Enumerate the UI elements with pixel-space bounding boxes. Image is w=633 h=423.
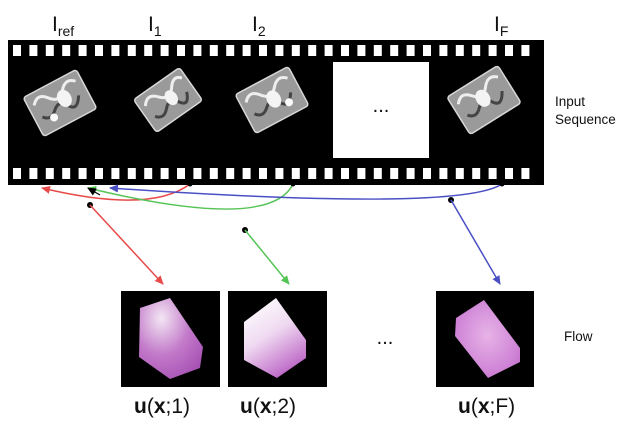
sprocket-hole: [144, 168, 153, 179]
frame-dot-2: [290, 181, 296, 187]
frame-label-1: I1: [148, 13, 162, 39]
blue-arrow-to-ref: [109, 183, 503, 200]
sprocket-hole: [95, 168, 103, 179]
sprocket-hole: [521, 45, 530, 56]
sprocket-hole: [13, 45, 21, 56]
sequence-ellipsis: ...: [373, 95, 390, 117]
flow-caption-F: u(x;F): [458, 395, 515, 418]
sprocket-hole: [62, 45, 71, 56]
sprocket-hole: [29, 168, 38, 179]
sprocket-hole: [373, 168, 382, 179]
sprocket-hole: [226, 45, 235, 56]
sprocket-hole: [13, 168, 21, 179]
flow-ellipsis: ...: [377, 327, 394, 349]
sprocket-hole: [62, 168, 71, 179]
sprocket-hole: [505, 168, 513, 179]
sprocket-hole: [341, 168, 349, 179]
frame-image-1: [134, 67, 202, 133]
sprocket-hole: [226, 168, 235, 179]
sprocket-hole: [209, 45, 218, 56]
flow-field-1: [121, 291, 220, 387]
frame-label-ref: Iref: [52, 13, 74, 39]
black-arrow-to-ref: [87, 187, 101, 196]
red-arrow-to-ref: [41, 183, 191, 201]
sprocket-hole: [439, 45, 448, 56]
sprocket-hole: [291, 45, 300, 56]
sprocket-hole: [291, 168, 300, 179]
sprocket-hole: [144, 45, 153, 56]
flow-label: Flow: [564, 329, 593, 344]
sprocket-hole: [308, 45, 317, 56]
frame-blank: ...: [333, 62, 429, 158]
sprocket-hole: [275, 168, 284, 179]
sprocket-hole: [406, 168, 415, 179]
sprocket-hole: [472, 45, 481, 56]
flow-caption-2: u(x;2): [240, 395, 296, 418]
sprocket-holes-bottom: [13, 168, 530, 179]
sprocket-hole: [439, 168, 448, 179]
sprocket-hole: [193, 168, 202, 179]
correspondence-arrows: [41, 181, 505, 285]
frame-image-2: [235, 66, 309, 134]
sprocket-hole: [390, 168, 399, 179]
sprocket-hole: [242, 168, 251, 179]
sprocket-hole: [324, 168, 333, 179]
sprocket-hole: [455, 168, 464, 179]
sprocket-hole: [29, 45, 38, 56]
sprocket-hole: [324, 45, 333, 56]
frame-image-F: [447, 65, 521, 135]
sprocket-hole: [160, 45, 169, 56]
sprocket-hole: [177, 45, 185, 56]
frame-label-F: IF: [494, 13, 508, 39]
sprocket-hole: [275, 45, 284, 56]
frame-dot-1: [187, 181, 193, 187]
sprocket-hole: [111, 168, 120, 179]
sprocket-hole: [505, 45, 513, 56]
sprocket-hole: [193, 45, 202, 56]
flow-field-2: [228, 291, 327, 387]
frame-dot-F: [499, 181, 505, 187]
input-sequence-label: Input Sequence: [555, 94, 616, 127]
green-arrow-to-flow-2: [244, 229, 290, 285]
red-arrow-to-flow-1: [89, 204, 164, 285]
sprocket-hole: [357, 45, 366, 56]
sprocket-hole: [111, 45, 120, 56]
sprocket-hole: [423, 45, 431, 56]
sprocket-hole: [45, 168, 54, 179]
sprocket-hole: [455, 45, 464, 56]
sprocket-hole: [472, 168, 481, 179]
sprocket-hole: [488, 45, 497, 56]
sprocket-hole: [242, 45, 251, 56]
sprocket-hole: [259, 45, 267, 56]
flow-field-F: [436, 291, 534, 387]
sprocket-hole: [423, 168, 431, 179]
sprocket-hole: [78, 168, 87, 179]
sprocket-hole: [160, 168, 169, 179]
sprocket-hole: [78, 45, 87, 56]
sprocket-hole: [259, 168, 267, 179]
sprocket-hole: [95, 45, 103, 56]
sprocket-hole: [373, 45, 382, 56]
sprocket-hole: [521, 168, 530, 179]
sprocket-hole: [390, 45, 399, 56]
sprocket-hole: [127, 168, 136, 179]
green-arrow-to-ref: [87, 183, 294, 210]
blue-arrow-to-flow-F: [450, 199, 501, 285]
sprocket-hole: [127, 45, 136, 56]
flow-caption-1: u(x;1): [134, 395, 190, 418]
frame-image-ref: [23, 69, 97, 137]
sprocket-hole: [177, 168, 185, 179]
frame-label-2: I2: [252, 13, 266, 39]
film-strip: [8, 40, 544, 185]
sprocket-hole: [341, 45, 349, 56]
sprocket-holes-top: [13, 45, 530, 56]
sprocket-hole: [406, 45, 415, 56]
sprocket-hole: [209, 168, 218, 179]
sprocket-hole: [308, 168, 317, 179]
sprocket-hole: [488, 168, 497, 179]
sprocket-hole: [45, 45, 54, 56]
sprocket-hole: [357, 168, 366, 179]
